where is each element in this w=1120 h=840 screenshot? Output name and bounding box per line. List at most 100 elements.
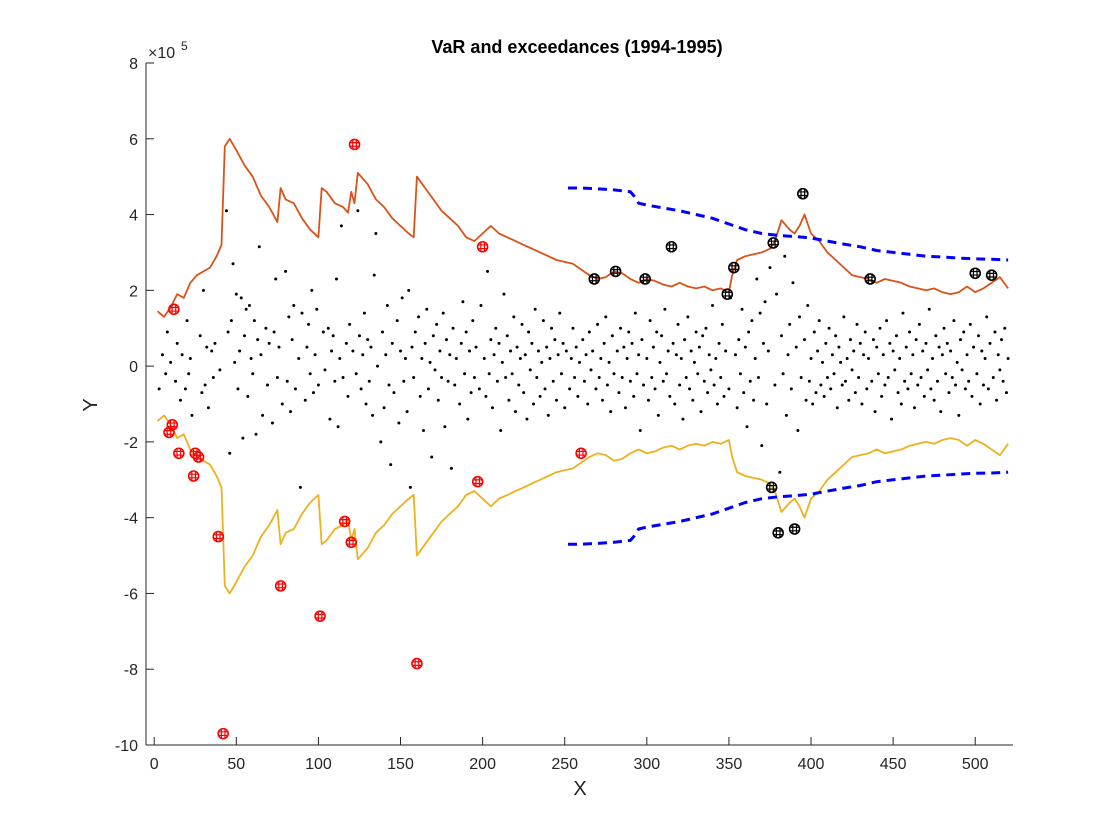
return-point [589, 368, 593, 372]
return-point [540, 360, 544, 364]
return-point [372, 273, 376, 277]
return-point [334, 277, 338, 281]
return-point [530, 341, 534, 345]
return-point [422, 429, 426, 433]
upper_var-line [156, 137, 1009, 318]
return-point [876, 372, 880, 376]
return-point [827, 326, 831, 330]
return-point [1001, 379, 1005, 383]
return-point [945, 341, 949, 345]
return-point [676, 322, 680, 326]
return-point [760, 444, 764, 448]
chart-title: VaR and exceedances (1994-1995) [431, 37, 722, 57]
exceedance-early-marker-hatch [411, 658, 422, 669]
return-point [523, 353, 527, 357]
return-point [635, 372, 639, 376]
return-point [243, 334, 247, 338]
x-tick-label: 200 [469, 756, 496, 773]
return-point [821, 360, 825, 364]
return-point [300, 311, 304, 315]
exceedance-late-marker-ring [788, 523, 801, 535]
return-point [862, 353, 866, 357]
return-point [609, 410, 613, 414]
return-point [218, 368, 222, 372]
exceedance-early-marker [314, 610, 326, 622]
y-tick-label: -6 [124, 586, 138, 603]
return-point [786, 353, 790, 357]
exceedance-early-marker-ring [163, 426, 175, 439]
return-point [387, 383, 391, 387]
exceedance-early-marker-ring [345, 536, 358, 549]
exceedance-early-marker [471, 475, 484, 488]
return-point [169, 360, 173, 364]
return-point [632, 394, 636, 398]
return-point [717, 341, 721, 345]
exceedance-early-marker-hatch [339, 516, 350, 527]
return-point [441, 311, 445, 315]
exceedance-late-marker-ring [728, 261, 740, 274]
return-point [623, 406, 627, 410]
return-point [816, 349, 820, 353]
exceedance-late-marker-hatch [797, 188, 808, 199]
return-point [420, 357, 424, 361]
return-point [346, 394, 350, 398]
return-point [656, 413, 660, 417]
return-point [939, 410, 943, 414]
exceedance-early-marker [173, 447, 185, 460]
return-point [284, 269, 288, 273]
return-point [798, 315, 802, 319]
return-point [712, 383, 716, 387]
exceedance-late-marker [721, 288, 734, 300]
return-point [763, 300, 767, 304]
exceedance-early-marker-hatch [168, 304, 179, 315]
return-point [658, 360, 662, 364]
return-point [709, 368, 713, 372]
return-point [937, 345, 941, 349]
exceedance-early-marker [348, 138, 361, 151]
return-point [660, 334, 664, 338]
return-point [839, 360, 843, 364]
return-point [742, 391, 746, 395]
return-point [699, 410, 703, 414]
return-point [574, 345, 578, 349]
return-point [330, 349, 334, 353]
return-point [382, 406, 386, 410]
exceedance-early-marker-ring [212, 530, 225, 543]
return-point [338, 357, 342, 361]
return-point [778, 470, 782, 474]
return-point [625, 357, 629, 361]
return-point [903, 379, 907, 383]
exceedance-early-marker-hatch [346, 537, 357, 548]
exceedance-late-marker [639, 273, 651, 285]
return-point [722, 394, 726, 398]
exceedance-late-marker-ring [721, 288, 734, 300]
return-point [555, 398, 559, 402]
return-point [696, 372, 700, 376]
long_window_lower-line [568, 470, 1009, 546]
return-point [894, 334, 898, 338]
return-point [720, 322, 724, 326]
return-point [985, 315, 989, 319]
return-point [850, 368, 854, 372]
return-point [497, 341, 501, 345]
return-point [996, 353, 1000, 357]
exceedance-early-marker-hatch [173, 448, 184, 459]
return-point [528, 368, 532, 372]
exceedance-early-marker-ring [575, 447, 587, 460]
return-point [174, 379, 178, 383]
return-point [940, 353, 944, 357]
return-point [873, 410, 877, 414]
exceedance-early-marker-ring [187, 470, 200, 482]
return-point [638, 429, 642, 433]
exceedance-late-marker-hatch [986, 270, 997, 281]
return-point [950, 375, 954, 379]
return-point [272, 330, 276, 334]
return-point [597, 375, 601, 379]
exceedance-early-marker [338, 515, 351, 528]
return-point [817, 319, 821, 323]
return-point [908, 330, 912, 334]
return-point [663, 307, 667, 311]
return-point [596, 322, 600, 326]
return-point [210, 349, 214, 353]
